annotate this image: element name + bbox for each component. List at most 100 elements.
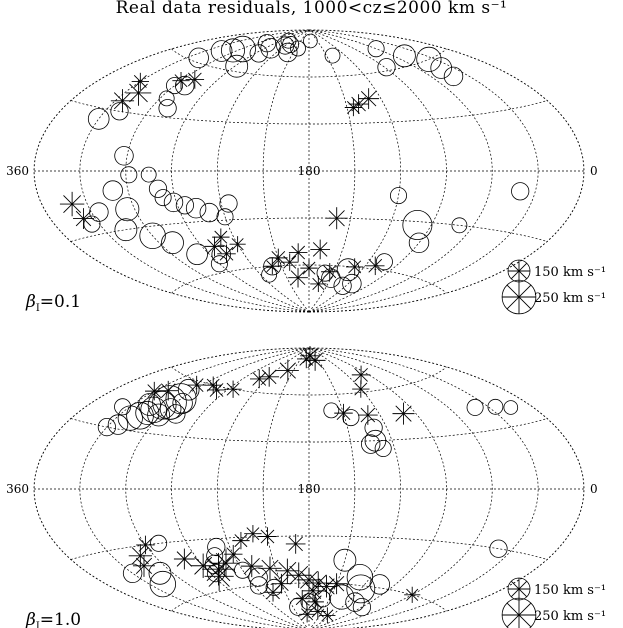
residual-asterisk-marker xyxy=(321,263,339,281)
residual-circle-marker xyxy=(150,534,168,552)
residual-circle-marker xyxy=(165,77,183,95)
residual-circle-marker xyxy=(114,398,132,416)
residual-circle-marker xyxy=(120,166,138,184)
residual-asterisk-marker xyxy=(288,243,308,262)
residual-asterisk-marker xyxy=(190,553,216,578)
residual-asterisk-marker xyxy=(185,70,205,89)
residual-asterisk-marker xyxy=(173,548,195,570)
meridian-line xyxy=(308,29,493,313)
residual-asterisk-marker xyxy=(172,72,190,90)
axis-label-360: 360 xyxy=(6,482,29,496)
residual-circle-marker xyxy=(346,574,376,604)
meridian-line xyxy=(216,29,310,313)
residual-circle-marker xyxy=(336,258,360,282)
residual-asterisk-marker xyxy=(259,366,280,387)
residual-circle-marker xyxy=(342,273,362,294)
residual-circle-marker xyxy=(206,563,226,583)
residual-circle-marker xyxy=(115,197,140,222)
legend-asterisk-marker xyxy=(502,598,536,628)
residual-asterisk-marker xyxy=(217,244,236,264)
residual-circle-marker xyxy=(174,75,195,96)
residual-circle-marker xyxy=(352,597,371,617)
residual-circle-marker xyxy=(416,46,442,73)
residual-circle-marker xyxy=(186,243,208,266)
residual-asterisk-marker xyxy=(392,402,415,425)
residual-asterisk-marker xyxy=(302,579,325,602)
residual-circle-marker xyxy=(392,44,416,68)
residual-circle-marker xyxy=(87,108,110,130)
residual-circle-marker xyxy=(163,192,184,213)
residual-asterisk-marker xyxy=(269,248,288,268)
residual-asterisk-marker xyxy=(232,531,250,550)
residual-circle-marker xyxy=(443,66,464,87)
residual-asterisk-marker xyxy=(288,267,308,288)
residual-circle-marker xyxy=(139,222,166,250)
residual-asterisk-marker xyxy=(285,534,306,554)
residual-circle-marker xyxy=(374,439,392,457)
legend-asterisk-marker xyxy=(507,577,531,601)
residual-circle-marker xyxy=(249,576,268,595)
meridian-line xyxy=(125,29,310,313)
panel-label: βI=1.0 xyxy=(25,610,81,628)
residual-asterisk-marker xyxy=(249,369,269,389)
residual-circle-marker xyxy=(206,547,224,565)
residual-asterisk-marker xyxy=(366,256,385,276)
residual-asterisk-marker xyxy=(264,258,281,275)
residual-asterisk-marker xyxy=(345,258,364,276)
residual-circle-marker xyxy=(166,404,186,424)
chart-title: Real data residuals, 1000<cz≤2000 km s⁻¹ xyxy=(115,0,508,18)
residual-asterisk-marker xyxy=(131,72,150,91)
residual-asterisk-marker xyxy=(229,236,246,253)
residual-circle-marker xyxy=(107,414,129,435)
residual-asterisk-marker xyxy=(132,554,156,577)
parallel-line xyxy=(70,418,548,443)
residual-circle-marker xyxy=(430,57,453,79)
residual-asterisk-marker xyxy=(136,535,155,555)
residual-asterisk-marker xyxy=(348,94,369,114)
residual-circle-marker xyxy=(316,264,334,282)
residual-circle-marker xyxy=(323,402,340,419)
parallel-line xyxy=(70,100,548,125)
residual-asterisk-marker xyxy=(306,593,324,611)
panel-beta-0-1: 360 180 0 βI=0.1 150 km s⁻¹ 250 km s⁻¹ xyxy=(6,29,606,315)
residual-circle-marker xyxy=(333,548,357,572)
residual-circle-marker xyxy=(265,578,283,596)
legend-label: 250 km s⁻¹ xyxy=(534,609,606,624)
axis-label-0: 0 xyxy=(590,482,598,496)
residual-circle-marker xyxy=(140,166,157,183)
residual-circle-marker xyxy=(303,33,318,49)
residual-circle-marker xyxy=(220,38,245,63)
residual-circle-marker xyxy=(210,255,228,273)
residual-asterisk-marker xyxy=(358,88,380,110)
residual-circle-marker xyxy=(154,189,172,207)
residual-asterisk-marker xyxy=(297,349,316,369)
residual-asterisk-marker xyxy=(281,253,299,271)
residual-asterisk-marker xyxy=(207,380,226,400)
residual-circle-marker xyxy=(489,539,508,558)
residual-circle-marker xyxy=(158,90,175,107)
residual-asterisk-marker xyxy=(202,552,235,586)
residual-circle-marker xyxy=(328,584,355,610)
residual-circle-marker xyxy=(389,187,407,205)
meridian-line xyxy=(79,347,310,628)
residual-circle-marker xyxy=(177,378,200,401)
residual-asterisk-marker xyxy=(334,403,353,423)
residual-asterisk-marker xyxy=(315,575,338,598)
residual-circle-marker xyxy=(148,179,168,198)
residual-circle-marker xyxy=(97,417,117,437)
residual-circle-marker xyxy=(140,396,167,424)
residual-circle-marker xyxy=(188,47,209,69)
parallel-line xyxy=(70,217,548,242)
legend-label: 150 km s⁻¹ xyxy=(534,265,606,280)
residual-asterisk-marker xyxy=(310,275,327,293)
residual-asterisk-marker xyxy=(110,89,135,113)
residual-asterisk-marker xyxy=(404,586,421,603)
meridian-line xyxy=(308,347,539,628)
residual-asterisk-marker xyxy=(204,236,225,257)
residual-circle-marker xyxy=(408,232,430,254)
residual-circle-marker xyxy=(257,34,277,53)
residual-circle-marker xyxy=(503,400,519,415)
residual-circle-marker xyxy=(149,570,177,598)
residual-circle-marker xyxy=(135,400,160,425)
